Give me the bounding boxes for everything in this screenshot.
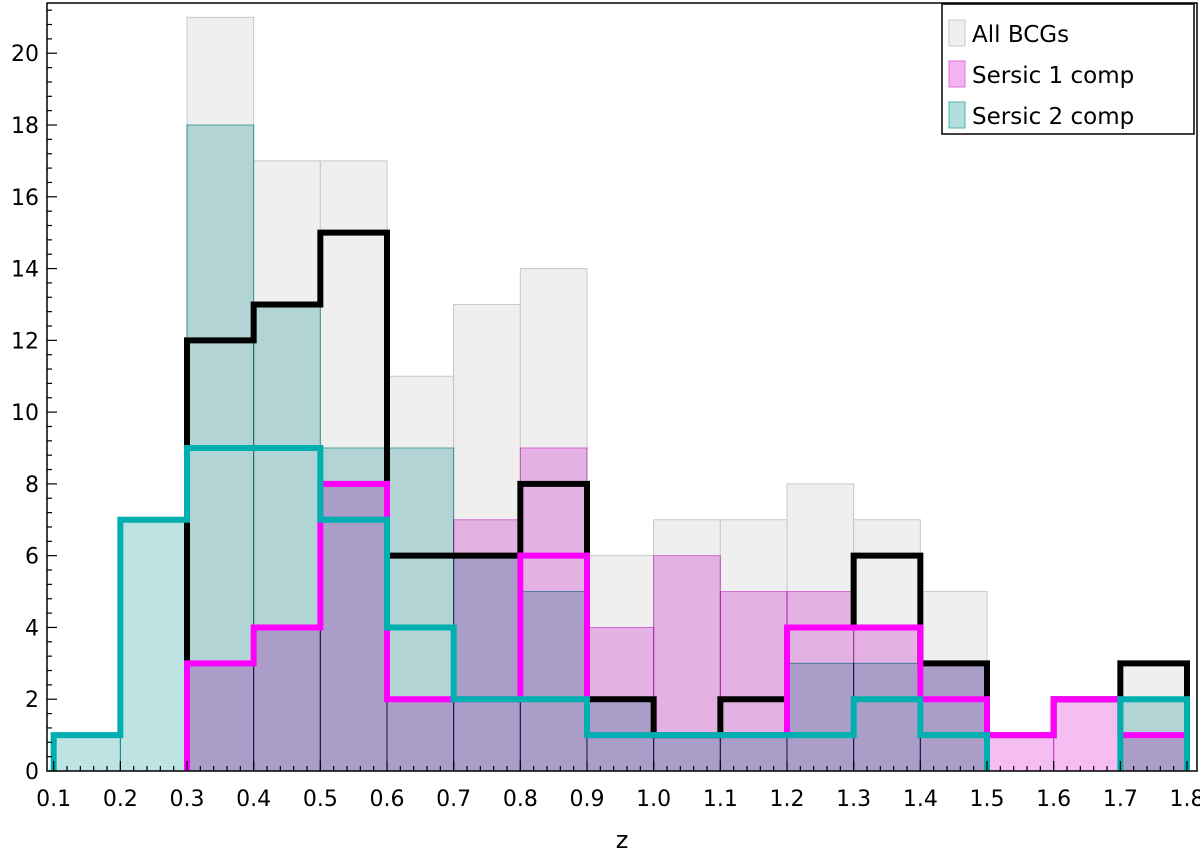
step-lines-layer bbox=[50, 229, 1190, 771]
y-tick-label: 14 bbox=[11, 258, 39, 283]
bar bbox=[986, 734, 1055, 772]
x-tick-label: 1.8 bbox=[1170, 787, 1200, 812]
bar bbox=[53, 734, 121, 772]
x-tick-label: 1.0 bbox=[636, 787, 671, 812]
legend-box bbox=[941, 3, 1195, 135]
bar bbox=[253, 303, 321, 772]
x-tick-label: 1.4 bbox=[903, 787, 938, 812]
x-tick-label: 0.2 bbox=[103, 787, 138, 812]
x-tick-label: 0.4 bbox=[236, 787, 271, 812]
x-tick-label: 0.8 bbox=[503, 787, 538, 812]
x-tick-label: 1.5 bbox=[970, 787, 1005, 812]
bar bbox=[386, 447, 455, 772]
legend: All BCGs Sersic 1 comp Sersic 2 comp bbox=[941, 3, 1195, 135]
bar bbox=[119, 519, 188, 772]
y-tick-label: 12 bbox=[11, 329, 39, 354]
step-line-2 bbox=[50, 445, 1190, 771]
bar bbox=[1053, 698, 1121, 772]
bar bbox=[453, 555, 521, 772]
x-tick-label: 1.1 bbox=[703, 787, 738, 812]
bar bbox=[319, 447, 388, 772]
y-tick-label: 0 bbox=[25, 760, 39, 785]
y-tick-label: 6 bbox=[25, 545, 39, 570]
x-tick-label: 1.2 bbox=[770, 787, 805, 812]
x-tick-label: 0.3 bbox=[170, 787, 205, 812]
x-axis-label: z bbox=[616, 826, 629, 854]
y-tick-label: 10 bbox=[11, 401, 39, 426]
y-tick-label: 8 bbox=[25, 473, 39, 498]
bar bbox=[519, 591, 588, 772]
bar bbox=[786, 662, 855, 772]
y-tick-label: 18 bbox=[11, 114, 39, 139]
x-tick-label: 1.7 bbox=[1103, 787, 1138, 812]
x-tick-label: 0.6 bbox=[370, 787, 405, 812]
x-tick-label: 1.3 bbox=[836, 787, 871, 812]
y-tick-label: 4 bbox=[25, 616, 39, 641]
x-tick-label: 0.5 bbox=[303, 787, 338, 812]
y-tick-label: 16 bbox=[11, 186, 39, 211]
bar bbox=[853, 662, 921, 772]
legend-swatch bbox=[948, 60, 966, 88]
legend-label: Sersic 2 comp bbox=[972, 104, 1134, 130]
legend-swatch bbox=[948, 101, 966, 129]
plot-frame bbox=[46, 2, 1198, 772]
legend-swatch bbox=[948, 19, 966, 47]
x-tick-label: 0.9 bbox=[570, 787, 605, 812]
legend-label: All BCGs bbox=[972, 22, 1069, 48]
y-tick-label: 20 bbox=[11, 42, 39, 67]
x-tick-label: 1.6 bbox=[1036, 787, 1071, 812]
x-tick-label: 0.1 bbox=[36, 787, 71, 812]
bar bbox=[653, 734, 721, 772]
legend-label: Sersic 1 comp bbox=[972, 63, 1134, 89]
bar bbox=[719, 734, 788, 772]
axes-layer: 0 2 4 6 8 10 12 14 16 18 20 0.1 0.2 0.3 0.4 0.5 0.6 0.7 0.… bbox=[11, 2, 1200, 812]
x-tick-label: 0.7 bbox=[436, 787, 471, 812]
bar bbox=[919, 662, 988, 772]
y-tick-label: 2 bbox=[25, 688, 39, 713]
